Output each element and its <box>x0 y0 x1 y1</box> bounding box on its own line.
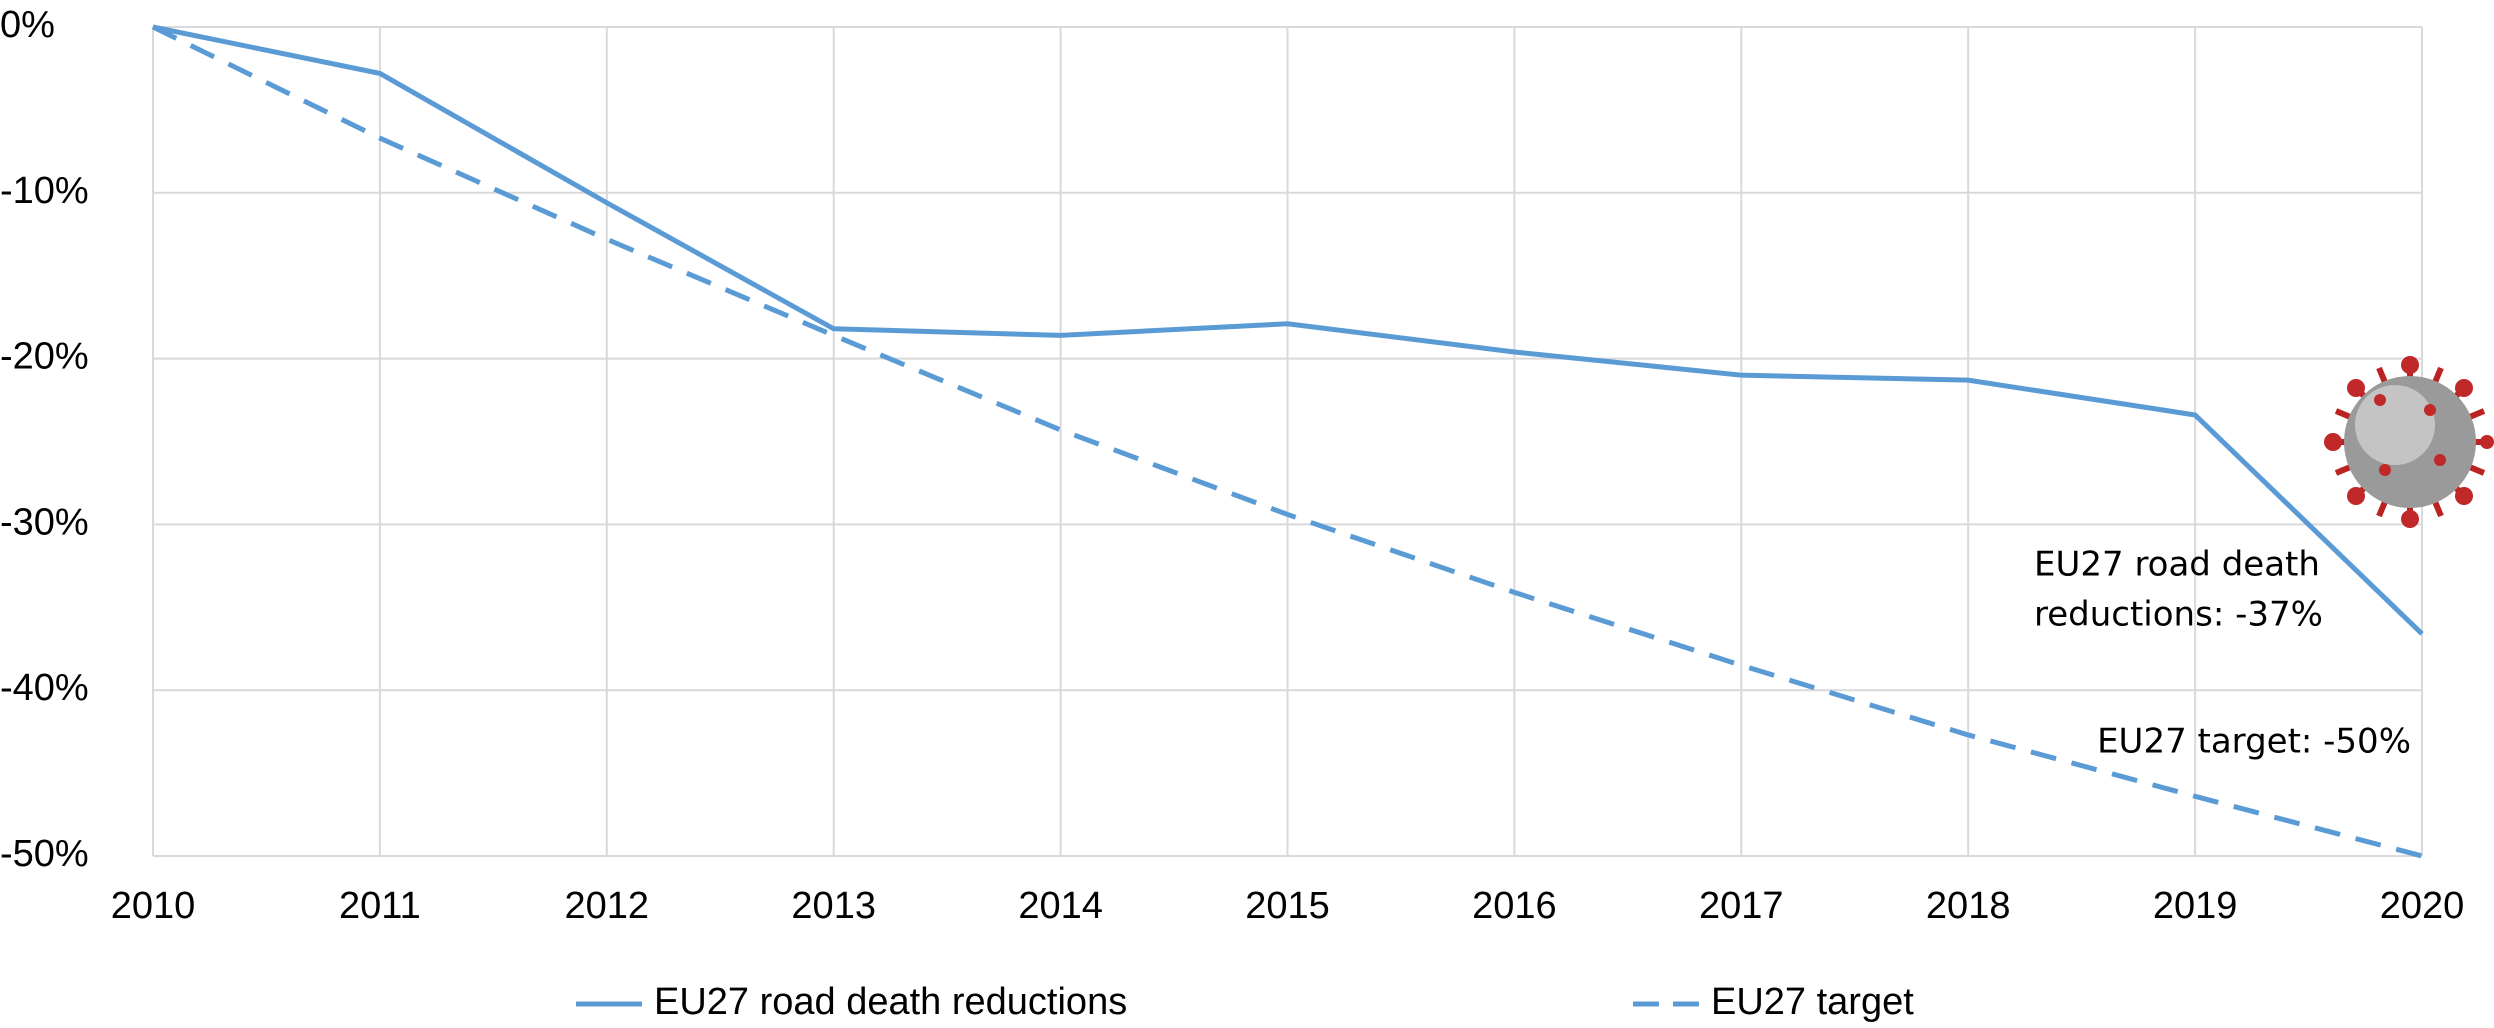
y-tick-label: -50% <box>0 833 89 875</box>
series-line <box>151 24 2423 859</box>
x-tick-label: 2014 <box>1018 885 1103 927</box>
x-tick-label: 2019 <box>2153 885 2238 927</box>
x-tick-label: 2015 <box>1245 885 1330 927</box>
x-tick-label: 2012 <box>565 885 650 927</box>
annotation: reductions: -37% <box>2034 595 2323 635</box>
x-tick-label: 2018 <box>1926 885 2011 927</box>
x-tick-label: 2013 <box>791 885 876 927</box>
y-tick-label: -10% <box>0 170 89 212</box>
annotation: EU27 target: -50% <box>2097 722 2411 762</box>
y-tick-label: -30% <box>0 501 89 543</box>
legend-label: EU27 target <box>1711 981 1914 1023</box>
x-tick-label: 2020 <box>2380 885 2465 927</box>
y-tick-label: -40% <box>0 667 89 709</box>
plot: 0% -10% -20% -30% -40% -50% 2010 2011 2012 2013 20… <box>0 4 2464 1023</box>
x-tick-label: 2011 <box>339 885 421 927</box>
x-tick-label: 2010 <box>111 885 196 927</box>
y-tick-label: 0% <box>0 4 55 46</box>
annotation: EU27 road death <box>2034 545 2320 585</box>
series-line <box>152 24 2424 636</box>
y-tick-label: -20% <box>0 336 89 378</box>
x-tick-label: 2017 <box>1699 885 1784 927</box>
virus-icon <box>2324 356 2494 528</box>
legend-label: EU27 road death reductions <box>654 981 1127 1023</box>
x-tick-label: 2016 <box>1472 885 1557 927</box>
